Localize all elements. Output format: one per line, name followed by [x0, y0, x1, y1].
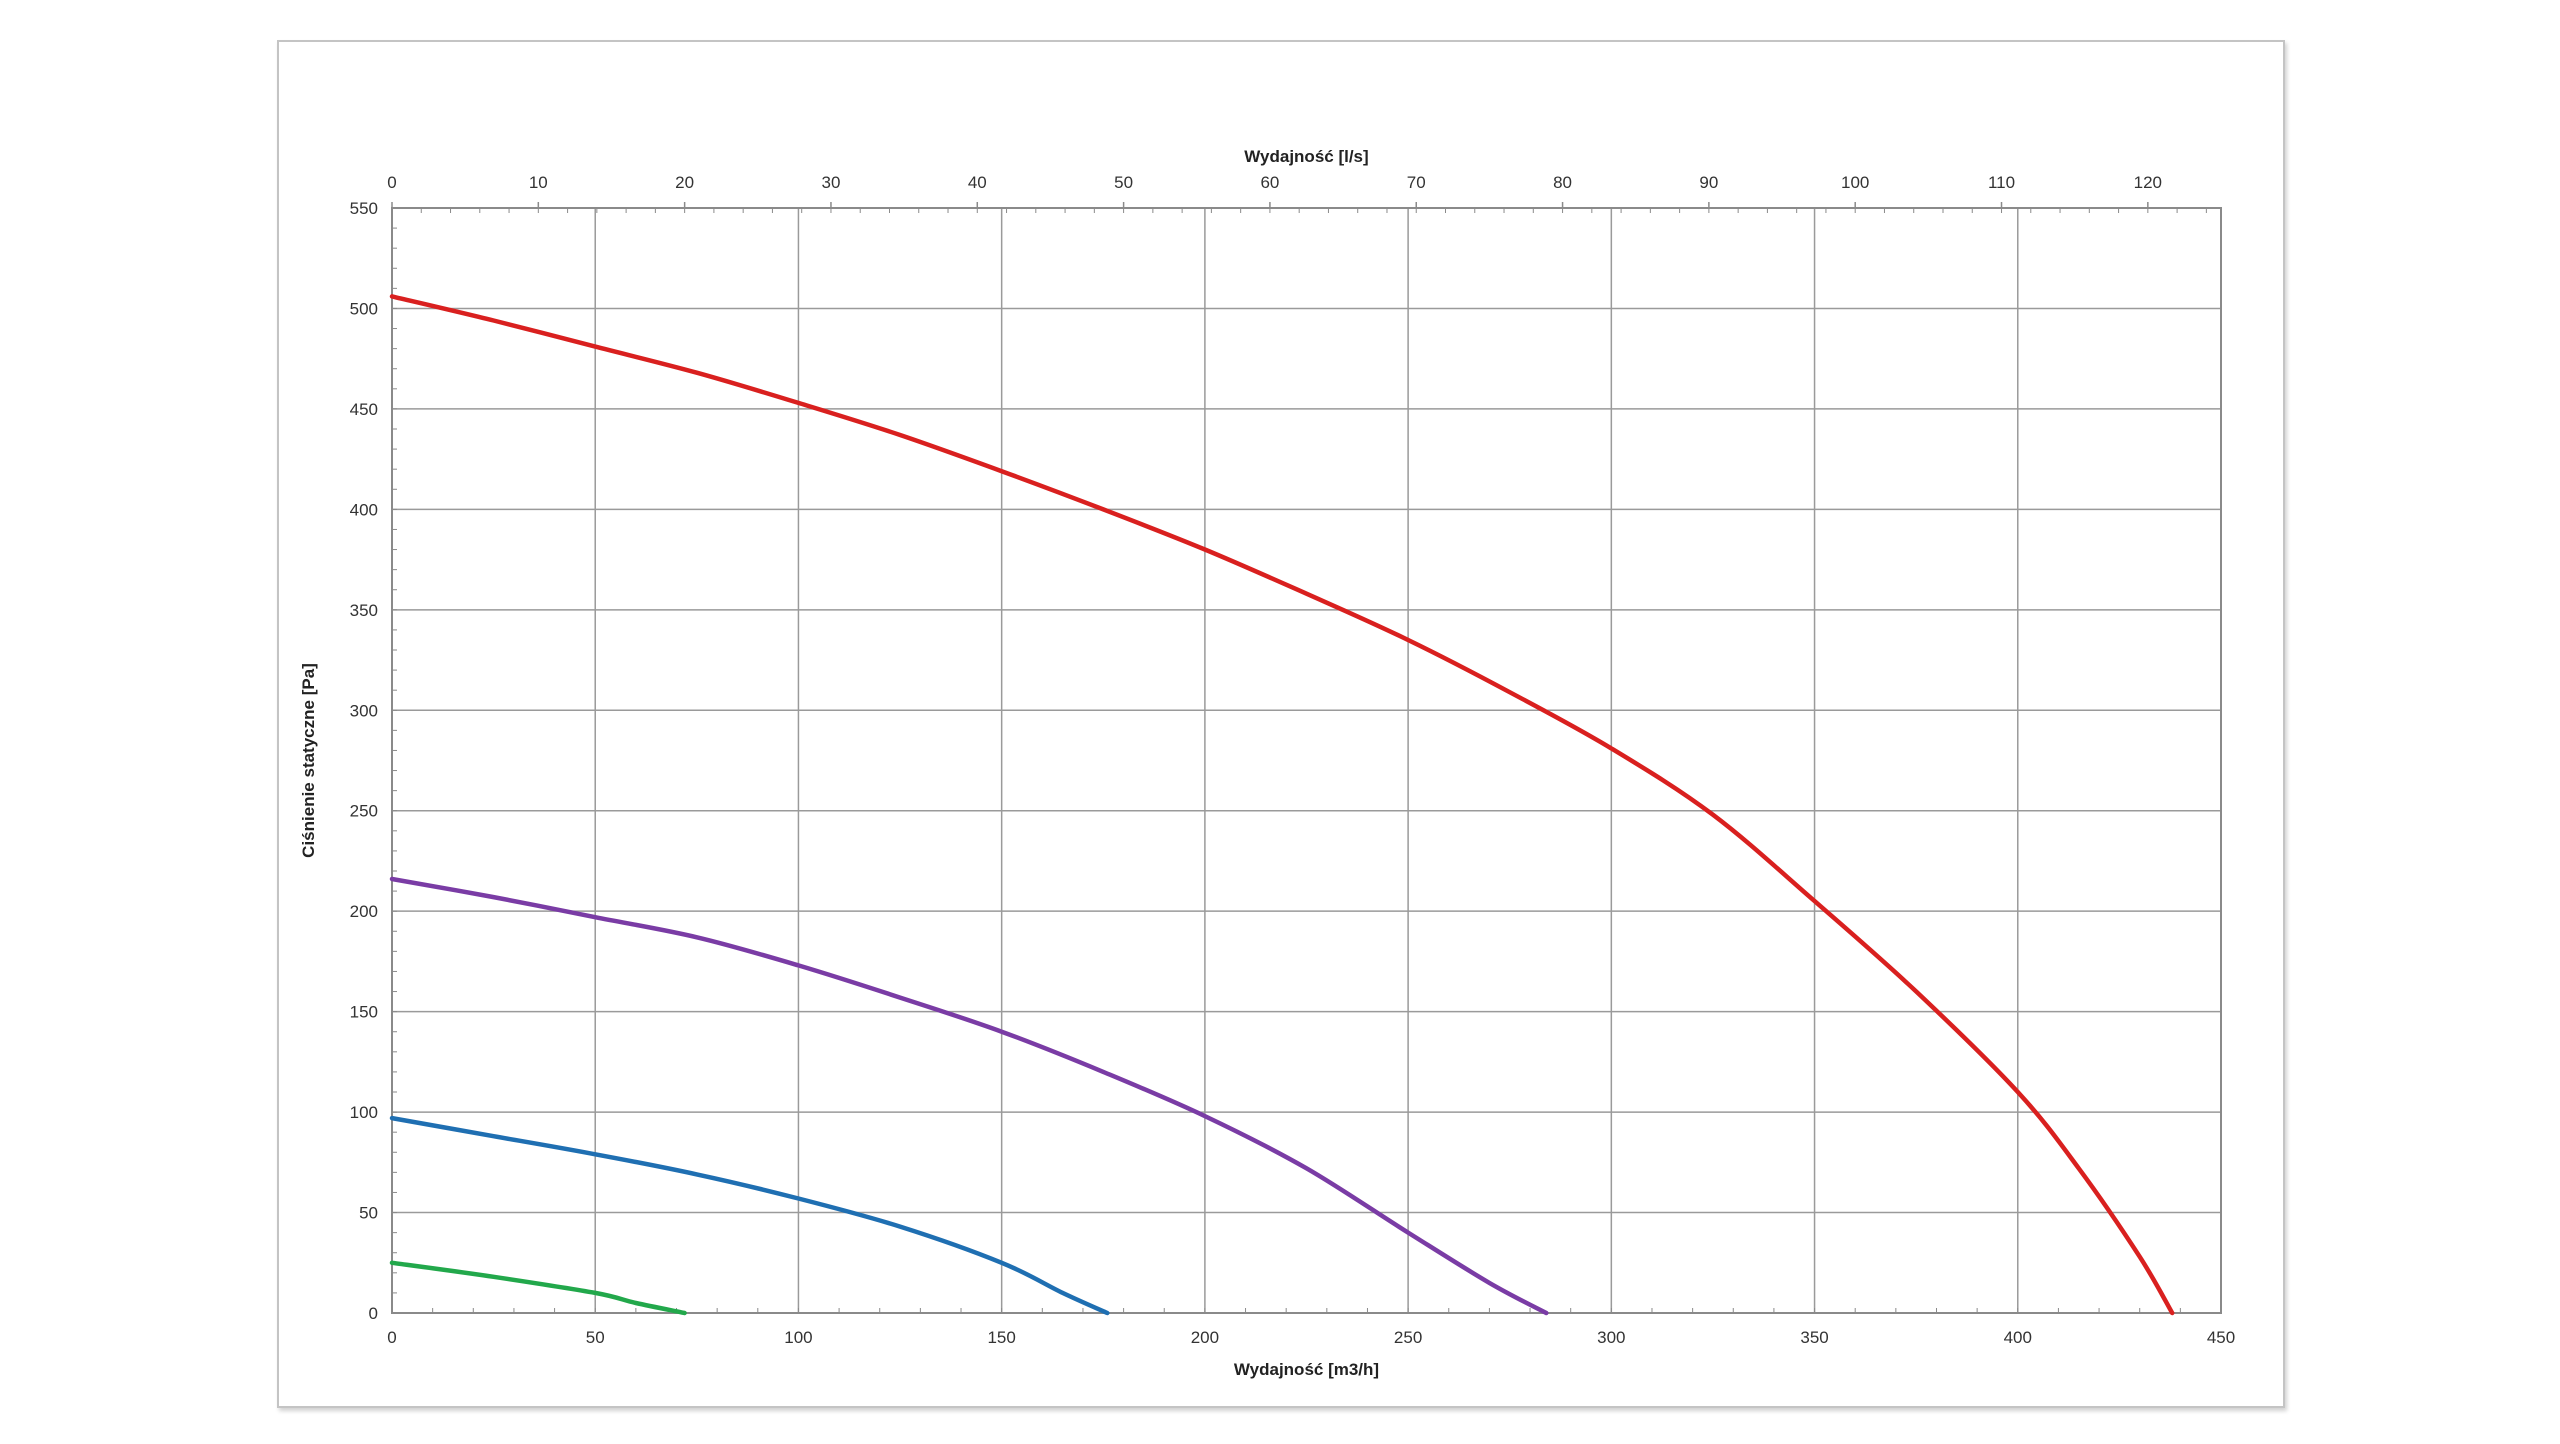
- y-tick-label: 400: [350, 500, 378, 519]
- x-axis-title: Wydajność [m3/h]: [1234, 1360, 1379, 1379]
- y-tick-label: 300: [350, 701, 378, 720]
- x-tick-label: 100: [784, 1328, 812, 1347]
- x-tick-label: 0: [387, 1328, 396, 1347]
- x2-axis-title: Wydajność [l/s]: [1244, 147, 1368, 166]
- x2-tick-label: 90: [1699, 173, 1718, 192]
- series-line-4: [389, 1260, 687, 1316]
- y-tick-label: 550: [350, 199, 378, 218]
- y-tick-label: 0: [369, 1304, 378, 1323]
- tick-labels: 0 50 100 150 200 250 300 350 400 4500501001502002…: [350, 173, 2236, 1347]
- y-tick-label: 350: [350, 601, 378, 620]
- x2-tick-label: 0: [387, 173, 396, 192]
- y-tick-label: 200: [350, 902, 378, 921]
- series-line-2: [389, 876, 1549, 1316]
- x2-tick-label: 80: [1553, 173, 1572, 192]
- x2-tick-label: 110: [1988, 173, 2015, 192]
- y-tick-label: 250: [350, 802, 378, 821]
- chart: 0 50 100 150 200 250 300 350 400 4500501001502002…: [299, 147, 2236, 1379]
- y-tick-label: 450: [350, 400, 378, 419]
- x2-tick-label: 70: [1407, 173, 1426, 192]
- x2-tick-label: 50: [1114, 173, 1133, 192]
- x-tick-label: 350: [1800, 1328, 1828, 1347]
- series-lines: [389, 294, 2175, 1316]
- x-tick-label: 400: [2004, 1328, 2032, 1347]
- y-tick-label: 50: [359, 1204, 378, 1223]
- x2-tick-label: 40: [968, 173, 987, 192]
- x2-tick-label: 100: [1841, 173, 1869, 192]
- grid-lines: [391, 207, 2222, 1314]
- chart-frame: 0 50 100 150 200 250 300 350 400 450 0 50 100 150 200 2…: [277, 40, 2285, 1408]
- x2-tick-label: 30: [821, 173, 840, 192]
- x-tick-label: 50: [586, 1328, 605, 1347]
- y-tick-label: 150: [350, 1003, 378, 1022]
- x-tick-label: 200: [1191, 1328, 1219, 1347]
- x-tick-label: 300: [1597, 1328, 1625, 1347]
- minor-ticks: [391, 202, 2222, 1314]
- y-tick-label: 500: [350, 299, 378, 318]
- x-tick-label: 250: [1394, 1328, 1422, 1347]
- x2-tick-label: 60: [1260, 173, 1279, 192]
- series-line-3: [389, 1115, 1110, 1316]
- y-axis-title: Ciśnienie statyczne [Pa]: [299, 663, 318, 858]
- plot-area-border: [391, 207, 2222, 1314]
- y-tick-label: 100: [350, 1103, 378, 1122]
- x-tick-label: 450: [2207, 1328, 2235, 1347]
- x2-tick-label: 10: [529, 173, 548, 192]
- series-line-1: [389, 294, 2175, 1316]
- x2-tick-label: 120: [2134, 173, 2162, 192]
- x2-tick-label: 20: [675, 173, 694, 192]
- x-tick-label: 150: [987, 1328, 1015, 1347]
